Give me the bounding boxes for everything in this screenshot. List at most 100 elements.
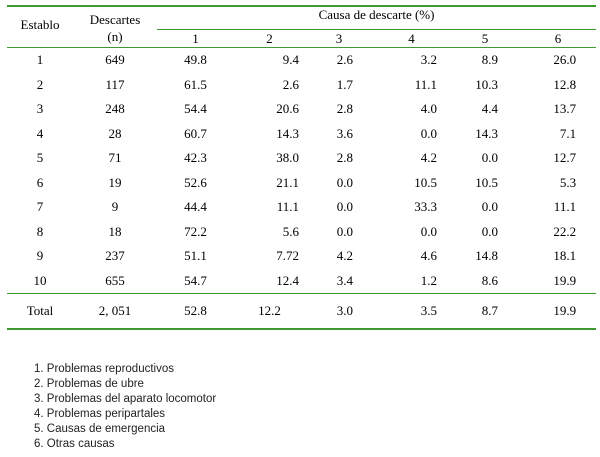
cause-5-cell: 0.0 bbox=[481, 199, 498, 215]
legend-item: 1. Problemas reproductivos bbox=[34, 363, 174, 375]
cause-5-cell: 0.0 bbox=[481, 150, 498, 166]
table-row: 3 248 54.4 20.6 2.8 4.0 4.4 13.7 bbox=[7, 97, 596, 122]
col-header-establo: Establo bbox=[7, 5, 73, 48]
cause-2-cell: 12.4 bbox=[276, 272, 299, 288]
cause-4-cell: 4.0 bbox=[420, 101, 437, 117]
establo-cell: 8 bbox=[36, 223, 44, 239]
col-header-causa: Causa de descarte (%) bbox=[157, 5, 597, 30]
cause-1-cell: 61.5 bbox=[184, 76, 207, 92]
cause-3-cell: 0.0 bbox=[336, 174, 353, 190]
cause-1-cell: 72.2 bbox=[184, 223, 207, 239]
cause-6-cell: 11.1 bbox=[553, 199, 577, 215]
cause-4-cell: 4.2 bbox=[420, 150, 437, 166]
cause-1-cell: 54.4 bbox=[184, 101, 207, 117]
cause-3-cell: 1.7 bbox=[336, 76, 353, 92]
cause-3-cell: 4.2 bbox=[336, 248, 353, 264]
cause-4-cell: 0.0 bbox=[420, 125, 437, 141]
table-row: 8 18 72.2 5.6 0.0 0.0 0.0 22.2 bbox=[7, 220, 596, 245]
table-body: 1 649 49.8 9.4 2.6 3.2 8.9 26.0 2 117 61.5 2.6 1.7 11… bbox=[7, 48, 596, 294]
cause-3-cell: 2.6 bbox=[336, 52, 353, 68]
discard-causes-table: Establo Descartes (n) Causa de descarte … bbox=[7, 5, 597, 330]
table-row: 10 655 54.7 12.4 3.4 1.2 8.6 19.9 bbox=[7, 269, 596, 294]
cause-3-cell: 2.8 bbox=[336, 150, 353, 166]
cause-5-cell: 14.8 bbox=[475, 248, 498, 264]
descartes-cell: 649 bbox=[105, 52, 125, 68]
table-row: 4 28 60.7 14.3 3.6 0.0 14.3 7.1 bbox=[7, 122, 596, 147]
cause-4-cell: 33.3 bbox=[414, 199, 437, 215]
col-header-cause-4: 4 bbox=[373, 29, 450, 48]
cause-6-cell: 7.1 bbox=[559, 125, 577, 141]
cause-legend: 1. Problemas reproductivos 2. Problemas … bbox=[34, 362, 216, 452]
establo-cell: 3 bbox=[36, 101, 44, 117]
cause-4-cell: 3.2 bbox=[420, 52, 437, 68]
descartes-unit: (n) bbox=[107, 29, 123, 44]
cause-4-cell: 0.0 bbox=[420, 223, 437, 239]
cause-3-cell: 0.0 bbox=[336, 199, 353, 215]
cause-4-cell: 10.5 bbox=[414, 174, 437, 190]
total-n: 2, 051 bbox=[73, 293, 157, 330]
descartes-cell: 9 bbox=[111, 199, 119, 215]
cause-4-cell: 1.2 bbox=[420, 272, 437, 288]
cause-6-cell: 19.9 bbox=[553, 272, 577, 288]
cause-5-cell: 8.6 bbox=[481, 272, 498, 288]
cause-2-cell: 20.6 bbox=[276, 101, 299, 117]
cause-1-cell: 52.6 bbox=[184, 174, 207, 190]
total-row: Total 2, 051 52.8 12.2 3.0 3.5 8.7 19.9 bbox=[7, 293, 597, 330]
cause-5-cell: 4.4 bbox=[481, 101, 498, 117]
cause-4-cell: 11.1 bbox=[414, 76, 437, 92]
table-row: 2 117 61.5 2.6 1.7 11.1 10.3 12.8 bbox=[7, 73, 596, 98]
cause-5-cell: 10.5 bbox=[475, 174, 498, 190]
col-header-descartes: Descartes (n) bbox=[73, 5, 157, 48]
establo-cell: 2 bbox=[36, 76, 44, 92]
cause-6-cell: 12.7 bbox=[553, 150, 577, 166]
cause-3-cell: 3.6 bbox=[336, 125, 353, 141]
cause-1-cell: 42.3 bbox=[184, 150, 207, 166]
total-label: Total bbox=[7, 293, 73, 330]
descartes-cell: 248 bbox=[105, 101, 125, 117]
cause-2-cell: 7.72 bbox=[276, 248, 299, 264]
total-cause-1: 52.8 bbox=[157, 293, 234, 330]
descartes-label: Descartes bbox=[89, 12, 141, 27]
establo-cell: 1 bbox=[36, 52, 44, 68]
legend-item: 6. Otras causas bbox=[34, 438, 115, 450]
cause-1-cell: 54.7 bbox=[184, 272, 207, 288]
cause-2-cell: 21.1 bbox=[276, 174, 299, 190]
cause-6-cell: 5.3 bbox=[559, 174, 577, 190]
cause-1-cell: 60.7 bbox=[184, 125, 207, 141]
col-header-cause-6: 6 bbox=[520, 29, 597, 48]
legend-item: 5. Causas de emergencia bbox=[34, 423, 166, 435]
establo-cell: 7 bbox=[36, 199, 44, 215]
cause-6-cell: 12.8 bbox=[553, 76, 577, 92]
legend-item: 4. Problemas peripartales bbox=[34, 408, 166, 420]
table-row: 1 649 49.8 9.4 2.6 3.2 8.9 26.0 bbox=[7, 48, 596, 73]
cause-3-cell: 3.4 bbox=[336, 272, 353, 288]
establo-cell: 10 bbox=[33, 272, 47, 288]
total-cause-3: 3.0 bbox=[305, 293, 373, 330]
header-row-1: Establo Descartes (n) Causa de descarte … bbox=[7, 5, 597, 48]
total-cause-4: 3.5 bbox=[373, 293, 450, 330]
cause-1-cell: 49.8 bbox=[184, 52, 207, 68]
cause-2-cell: 14.3 bbox=[276, 125, 299, 141]
descartes-cell: 237 bbox=[105, 248, 125, 264]
establo-cell: 9 bbox=[36, 248, 44, 264]
establo-cell: 5 bbox=[36, 150, 44, 166]
col-header-cause-5: 5 bbox=[450, 29, 520, 48]
col-header-cause-3: 3 bbox=[305, 29, 373, 48]
descartes-cell: 117 bbox=[105, 76, 125, 92]
cause-3-cell: 0.0 bbox=[336, 223, 353, 239]
cause-6-cell: 26.0 bbox=[553, 52, 577, 68]
cause-4-cell: 4.6 bbox=[420, 248, 437, 264]
descartes-cell: 655 bbox=[105, 272, 125, 288]
cause-5-cell: 8.9 bbox=[481, 52, 498, 68]
cause-3-cell: 2.8 bbox=[336, 101, 353, 117]
total-cause-6: 19.9 bbox=[520, 293, 597, 330]
cause-2-cell: 5.6 bbox=[282, 223, 299, 239]
cause-2-cell: 9.4 bbox=[282, 52, 299, 68]
total-cause-2: 12.2 bbox=[234, 293, 305, 330]
establo-cell: 4 bbox=[36, 125, 44, 141]
cause-5-cell: 14.3 bbox=[475, 125, 498, 141]
descartes-cell: 71 bbox=[108, 150, 122, 166]
cause-5-cell: 10.3 bbox=[475, 76, 498, 92]
table-row: 5 71 42.3 38.0 2.8 4.2 0.0 12.7 bbox=[7, 146, 596, 171]
